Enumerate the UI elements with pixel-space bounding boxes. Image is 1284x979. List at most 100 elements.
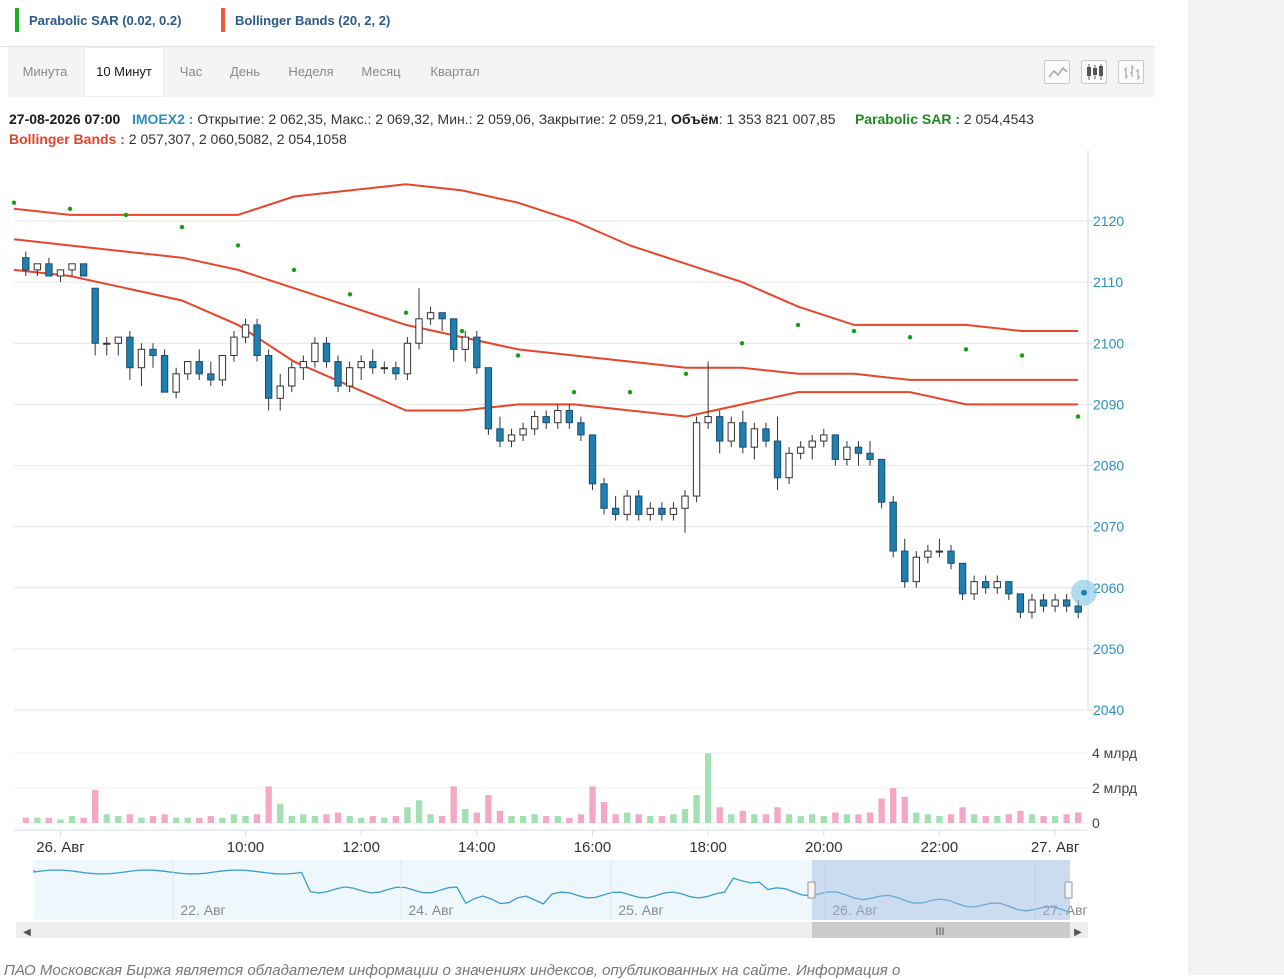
- sar-dot: [11, 200, 17, 205]
- legend-item-bollinger[interactable]: Bollinger Bands (20, 2, 2): [221, 8, 390, 32]
- candle-body-down: [438, 312, 446, 320]
- candle: [299, 355, 308, 380]
- candle-body-down: [160, 354, 169, 393]
- volume-bar: [519, 816, 527, 823]
- candle: [611, 496, 620, 521]
- tab-day[interactable]: День: [230, 64, 260, 79]
- tab-10-minutes[interactable]: 10 Минут: [84, 47, 164, 97]
- volume-bar: [566, 817, 573, 823]
- candle-body-up: [623, 495, 631, 515]
- candle: [692, 416, 701, 503]
- candle-body-down: [658, 507, 666, 515]
- volume-bar: [207, 816, 215, 823]
- candle: [658, 502, 666, 521]
- info-low: 2 059,06,: [476, 111, 535, 127]
- volume-bar: [22, 817, 29, 823]
- time-tick-label: 27. Авг: [1031, 839, 1080, 856]
- candle: [750, 422, 759, 460]
- candle-body-down: [450, 318, 458, 350]
- info-volume: : 1 353 821 007,85: [718, 111, 836, 127]
- volume-bar: [913, 812, 920, 823]
- volume-bar: [947, 814, 955, 823]
- candle: [901, 538, 909, 588]
- candle: [785, 447, 793, 484]
- volume-bar: [843, 814, 851, 823]
- candlestick-chart-icon: [1087, 64, 1103, 80]
- volume-bar: [751, 814, 758, 823]
- line-chart-button[interactable]: [1044, 60, 1070, 84]
- candle: [264, 349, 273, 411]
- candle-body-up: [415, 318, 423, 344]
- candle: [345, 361, 354, 393]
- volume-bar: [311, 816, 319, 823]
- volume-bar: [508, 816, 515, 823]
- candle-body-up: [924, 550, 932, 558]
- candle-body-down: [322, 342, 331, 363]
- tab-month[interactable]: Месяц: [361, 64, 401, 79]
- candle: [727, 416, 735, 448]
- navigator-handle-right: [1064, 881, 1073, 899]
- candle-body-down: [149, 348, 157, 356]
- navigator-selection: [812, 860, 1070, 920]
- volume-bar: [728, 814, 735, 823]
- info-close: 2 059,21,: [608, 111, 668, 127]
- candle-body-up: [681, 495, 689, 509]
- volume-bar: [462, 809, 469, 823]
- info-bollinger-label: Bollinger Bands :: [9, 131, 125, 147]
- candle: [137, 343, 146, 387]
- candle: [241, 318, 250, 344]
- candle: [392, 361, 400, 380]
- candle-body-down: [207, 373, 215, 381]
- candle: [970, 575, 978, 600]
- candle: [426, 306, 435, 325]
- volume-bar: [57, 819, 64, 823]
- time-tick-label: 20:00: [805, 839, 843, 856]
- candle: [1005, 581, 1013, 600]
- candlestick-chart-button[interactable]: [1081, 60, 1107, 84]
- candle: [889, 496, 897, 558]
- legend-label-bollinger: Bollinger Bands (20, 2, 2): [235, 12, 391, 28]
- legend-label-sar: Parabolic SAR (0.02, 0.2): [29, 12, 182, 28]
- candle-body-down: [1016, 593, 1025, 613]
- volume-bar: [68, 816, 76, 823]
- volume-bar: [126, 814, 134, 823]
- candle-body-up: [426, 312, 435, 320]
- candle: [438, 312, 446, 332]
- tab-hour[interactable]: Час: [179, 64, 203, 79]
- candle-body-up: [241, 324, 250, 338]
- candle: [588, 434, 597, 490]
- candle: [33, 263, 42, 277]
- candle: [276, 373, 284, 411]
- time-tick-label: 12:00: [342, 839, 380, 856]
- legend-item-sar[interactable]: Parabolic SAR (0.02, 0.2): [15, 8, 181, 32]
- candle: [519, 422, 527, 442]
- ohlc-bars-button[interactable]: [1118, 60, 1144, 84]
- volume-bar: [404, 807, 411, 823]
- price-tick-label: 2070: [1093, 519, 1124, 535]
- volume-bar: [531, 814, 538, 823]
- price-chart[interactable]: 2040 2050 2060 2070 2080 2090 2100 2110 2120 0 2 …: [0, 150, 1160, 950]
- tab-minute[interactable]: Минута: [22, 64, 68, 79]
- navigator-label: 24. Авг: [408, 902, 453, 918]
- bollinger-upper-line: [13, 183, 1078, 332]
- volume-bar: [878, 798, 885, 823]
- candle-body-down: [484, 367, 493, 430]
- navigator-label: 27. Авг: [1042, 902, 1087, 918]
- volume-bar: [970, 814, 978, 823]
- candle-body-up: [507, 434, 516, 442]
- tab-quarter[interactable]: Квартал: [430, 64, 480, 79]
- tab-week[interactable]: Неделя: [288, 64, 334, 79]
- time-tick-label: 26. Авг: [36, 839, 85, 856]
- candle-body-down: [1005, 581, 1013, 595]
- volume-bar: [357, 817, 365, 823]
- sar-dot: [627, 389, 633, 395]
- candle-body-down: [542, 416, 550, 424]
- legend-swatch-bollinger: [221, 8, 225, 32]
- candle-body-down: [195, 361, 203, 375]
- candle-body-down: [982, 581, 990, 589]
- volume-tick-label: 2 млрд: [1092, 780, 1137, 796]
- period-tabs: Минута 10 Минут Час День Неделя Месяц Кв…: [8, 47, 1155, 97]
- candle-body-up: [750, 428, 759, 448]
- info-high: 2 069,32,: [375, 111, 434, 127]
- sar-dot: [403, 310, 409, 315]
